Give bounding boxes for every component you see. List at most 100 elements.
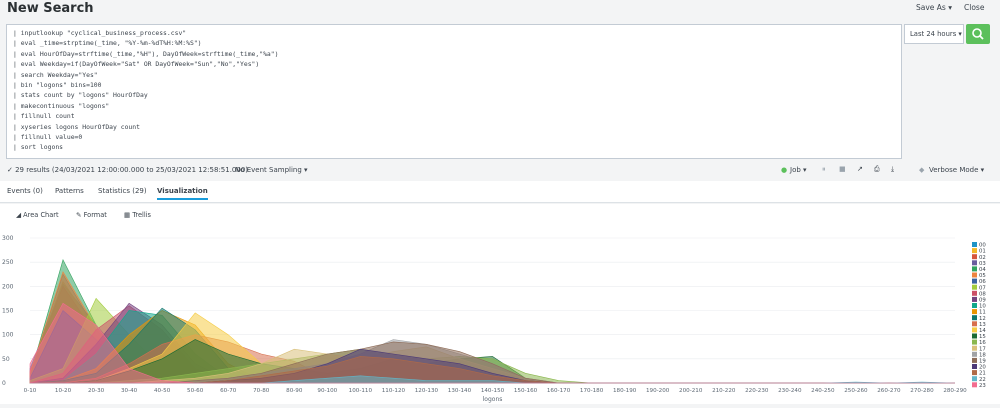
x-tick-label: 70-80 [253,388,270,394]
legend-swatch[interactable] [972,254,977,260]
legend-label[interactable]: 01 [979,249,986,255]
x-tick-label: 260-270 [877,388,901,394]
spl-line: | bin "logons" bins=100 [13,81,102,89]
legend-label[interactable]: 06 [979,279,986,285]
legend-swatch[interactable] [972,345,977,351]
legend-swatch[interactable] [972,382,977,388]
export-icon[interactable]: ⤓ [891,165,895,173]
legend-label[interactable]: 20 [979,365,986,371]
y-tick-label: 100 [2,332,14,339]
legend-swatch[interactable] [972,284,977,290]
legend-label[interactable]: 19 [979,359,986,365]
spl-line: | makecontinuous "logons" [13,101,110,110]
legend-swatch[interactable] [972,278,977,284]
x-axis-title: logons [483,396,503,403]
tab-events[interactable]: Events (0) [7,187,43,195]
stop-icon[interactable]: ■ [839,165,846,173]
legend-swatch[interactable] [972,260,977,266]
legend-swatch[interactable] [972,339,977,345]
x-tick-label: 10-20 [55,388,72,394]
legend-label[interactable]: 15 [979,334,986,340]
legend-swatch[interactable] [972,351,977,357]
legend-swatch[interactable] [972,248,977,254]
x-tick-label: 120-130 [415,388,439,394]
legend-label[interactable]: 23 [979,383,986,389]
x-tick-label: 280-290 [943,388,967,394]
x-tick-label: 200-210 [679,388,703,394]
legend-swatch[interactable] [972,315,977,321]
legend-label[interactable]: 02 [979,255,986,261]
search-button[interactable] [966,24,990,44]
x-tick-label: 230-240 [778,388,802,394]
legend-swatch[interactable] [972,321,977,327]
legend-label[interactable]: 12 [979,316,986,322]
format-menu[interactable]: ✎ Format [76,211,107,219]
pause-icon[interactable]: ⏸ [822,165,826,173]
search-icon [972,28,984,40]
area-chart-icon: ◢ [16,211,24,219]
x-tick-label: 140-150 [481,388,505,394]
x-tick-label: 80-90 [286,388,303,394]
legend-label[interactable]: 11 [979,310,986,316]
legend-label[interactable]: 21 [979,371,986,377]
legend-label[interactable]: 14 [979,328,986,334]
chart-type-menu[interactable]: ◢ Area Chart [16,211,59,219]
trellis-icon: ▦ [124,211,133,219]
search-editor[interactable]: | inputlookup "cyclical_business_process… [6,24,902,159]
print-icon[interactable]: ⎙ [874,165,880,173]
legend-label[interactable]: 13 [979,322,986,328]
legend-label[interactable]: 08 [979,291,986,297]
job-menu[interactable]: Job ▾ [790,166,807,174]
legend-label[interactable]: 04 [979,267,986,273]
legend-label[interactable]: 09 [979,298,986,304]
legend-swatch[interactable] [972,376,977,382]
y-tick-label: 0 [2,380,6,387]
legend-label[interactable]: 00 [979,243,986,249]
legend-swatch[interactable] [972,303,977,308]
tab-patterns[interactable]: Patterns [55,187,84,195]
legend-swatch[interactable] [972,309,977,315]
legend-swatch[interactable] [972,357,977,363]
share-icon[interactable]: ↗ [857,165,863,173]
event-sampling-dropdown[interactable]: No Event Sampling ▾ [235,166,308,174]
page-title: New Search [7,1,94,16]
legend-swatch[interactable] [972,296,977,302]
legend-swatch[interactable] [972,266,977,272]
y-tick-label: 200 [2,283,14,290]
legend-swatch[interactable] [972,364,977,369]
spl-line: | stats count by "logons" HourOfDay [13,91,148,100]
legend-swatch[interactable] [972,327,977,333]
legend-label[interactable]: 03 [979,261,986,267]
x-tick-label: 250-260 [844,388,868,394]
legend-swatch[interactable] [972,333,977,339]
save-as-menu[interactable]: Save As ▾ [916,3,952,12]
spl-line: | sort logons [13,143,64,152]
legend-swatch[interactable] [972,272,977,278]
tab-visualization[interactable]: Visualization [157,187,208,200]
legend-label[interactable]: 16 [979,340,986,346]
area-series-23[interactable] [29,302,955,384]
spl-line: | inputlookup "cyclical_business_process… [13,29,187,37]
time-range-picker[interactable]: Last 24 hours ▾ [904,24,964,44]
legend-label[interactable]: 18 [979,352,986,358]
legend-label[interactable]: 10 [979,304,986,310]
legend-swatch[interactable] [972,242,977,247]
legend-label[interactable]: 05 [979,273,986,279]
close-button[interactable]: Close [964,3,985,12]
legend-label[interactable]: 07 [979,285,986,291]
trellis-menu[interactable]: ▦ Trellis [124,211,151,219]
legend-label[interactable]: 17 [979,346,986,352]
spl-line: | xyseries logons HourOfDay count [13,122,140,131]
y-tick-label: 50 [2,356,10,363]
search-mode-dropdown[interactable]: Verbose Mode ▾ [929,166,985,174]
legend-label[interactable]: 22 [979,377,986,383]
format-label: Format [83,211,107,219]
spl-line: | fillnull value=0 [13,133,83,141]
chart-type-label: Area Chart [23,211,59,219]
x-tick-label: 90-100 [317,388,337,394]
legend-swatch[interactable] [972,370,977,376]
tab-statistics[interactable]: Statistics (29) [98,187,147,195]
legend-swatch[interactable] [972,290,977,296]
x-tick-label: 60-70 [220,388,237,394]
